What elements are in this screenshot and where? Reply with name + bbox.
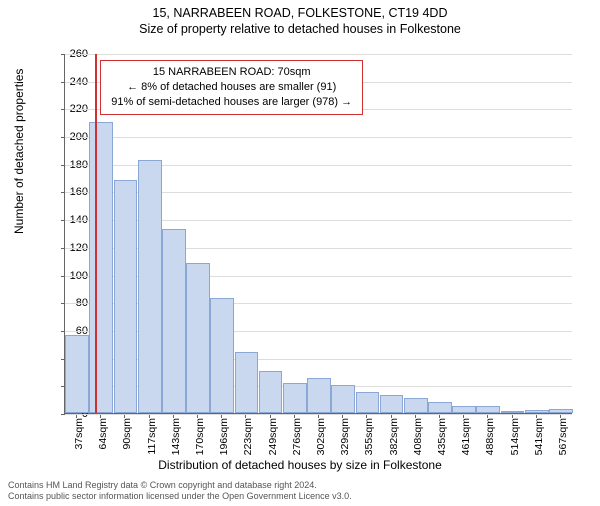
histogram-bar [162,229,186,413]
xtick-label: 461sqm [460,418,472,455]
histogram-bar [404,398,428,413]
xtick-label: 223sqm [242,418,254,455]
xtick-label: 567sqm [557,418,569,455]
histogram-bar [549,409,573,413]
xtick-label: 382sqm [388,418,400,455]
histogram-bar [65,335,89,413]
annotation-line1: 15 NARRABEEN ROAD: 70sqm [111,65,352,80]
histogram-bar [89,122,113,413]
xtick-label: 170sqm [194,418,206,455]
xtick-label: 329sqm [339,418,351,455]
xtick-label: 249sqm [267,418,279,455]
xtick-label: 90sqm [121,418,133,450]
xtick-label: 64sqm [97,418,109,450]
histogram-bar [476,406,500,413]
xtick-label: 143sqm [170,418,182,455]
histogram-bar [331,385,355,413]
xtick-label: 355sqm [363,418,375,455]
histogram-bar [235,352,259,413]
xtick-label: 117sqm [146,418,158,455]
xtick-label: 408sqm [412,418,424,455]
footer-attribution: Contains HM Land Registry data © Crown c… [8,480,352,503]
annotation-line2: ← 8% of detached houses are smaller (91) [111,80,352,95]
histogram-bar [259,371,283,413]
footer-line2: Contains public sector information licen… [8,491,352,502]
footer-line1: Contains HM Land Registry data © Crown c… [8,480,352,491]
annotation-line3: 91% of semi-detached houses are larger (… [111,95,352,110]
gridline [65,137,572,138]
histogram-bar [501,411,525,413]
xtick-label: 302sqm [315,418,327,455]
histogram-bar [186,263,210,413]
annotation-box: 15 NARRABEEN ROAD: 70sqm ← 8% of detache… [100,60,363,115]
histogram-bar [356,392,380,413]
x-axis-label: Distribution of detached houses by size … [0,458,600,472]
histogram-bar [428,402,452,413]
xtick-label: 196sqm [218,418,230,455]
property-marker-line [95,54,97,413]
xtick-label: 37sqm [73,418,85,450]
y-axis-label: Number of detached properties [12,69,26,234]
xtick-label: 276sqm [291,418,303,455]
histogram-bar [114,180,138,413]
xtick-label: 435sqm [436,418,448,455]
xtick-label: 488sqm [484,418,496,455]
histogram-bar [307,378,331,413]
xtick-label: 514sqm [509,418,521,455]
address-title: 15, NARRABEEN ROAD, FOLKESTONE, CT19 4DD [0,6,600,20]
histogram-bar [525,410,549,413]
histogram-bar [138,160,162,413]
histogram-bar [452,406,476,413]
xtick-label: 541sqm [533,418,545,455]
histogram-bar [283,383,307,413]
subtitle: Size of property relative to detached ho… [0,22,600,36]
gridline [65,54,572,55]
histogram-bar [380,395,404,413]
histogram-bar [210,298,234,413]
gridline [65,414,572,415]
